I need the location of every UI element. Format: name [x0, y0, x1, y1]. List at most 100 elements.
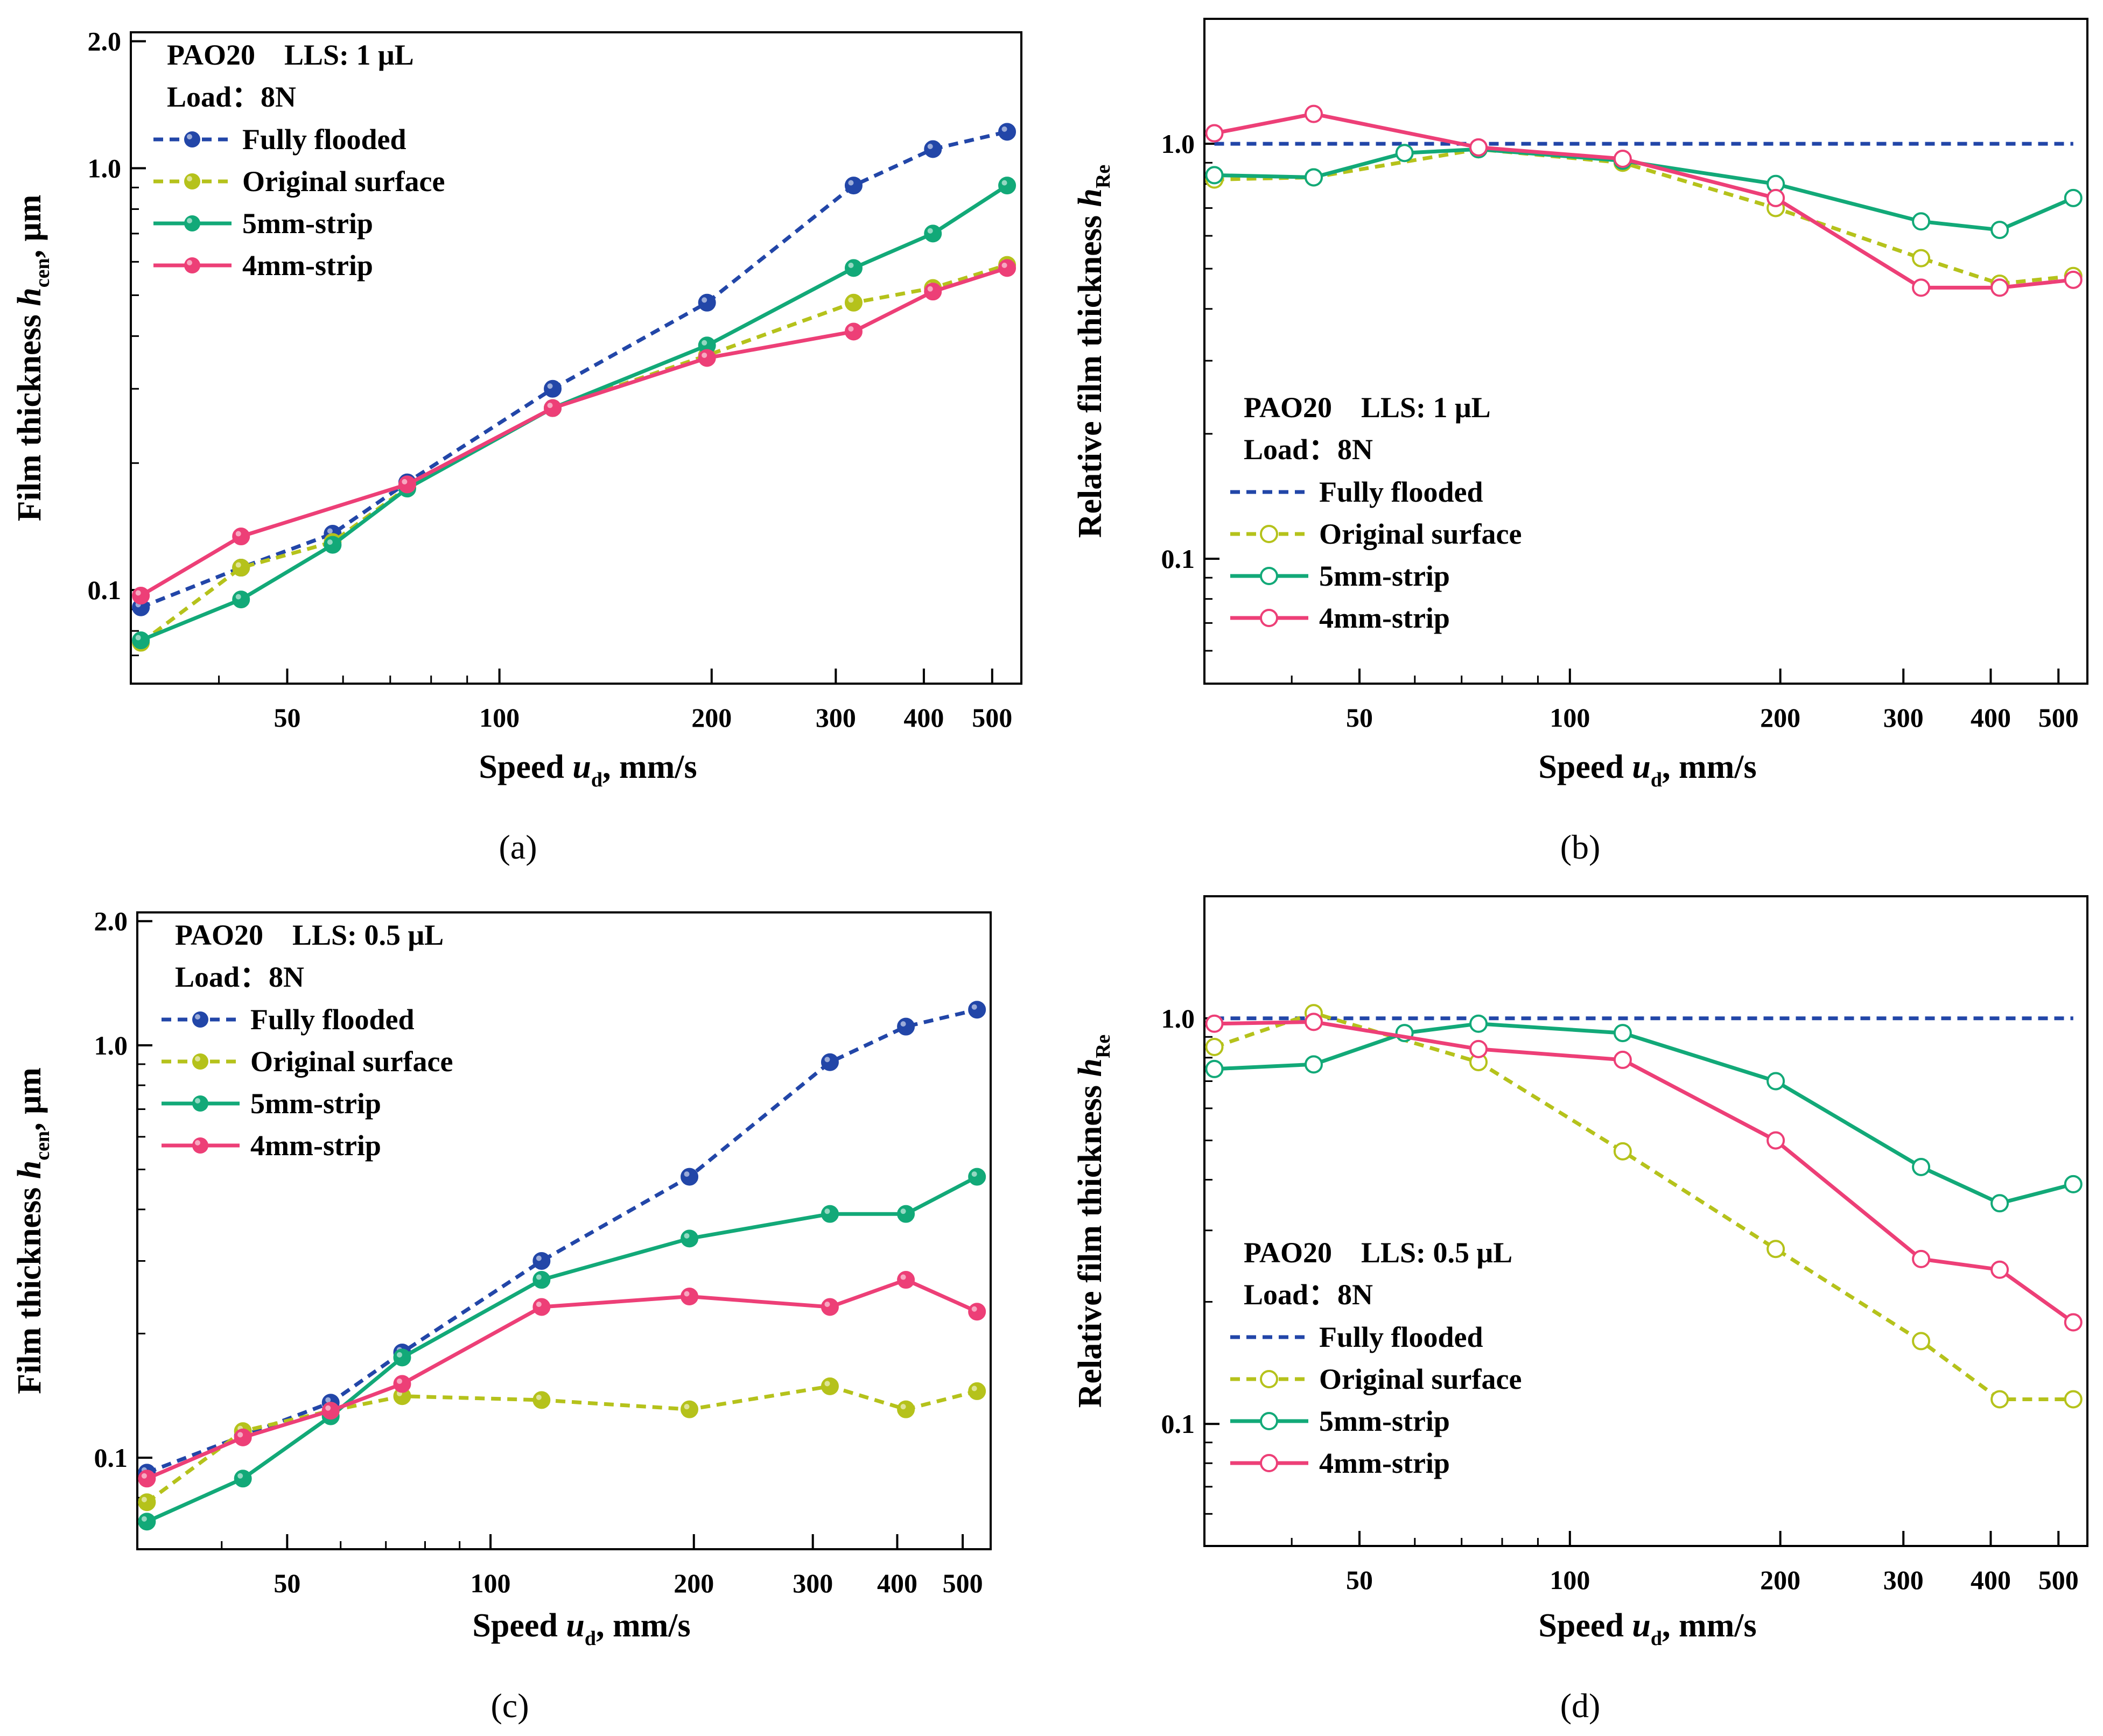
- data-point-highlight: [684, 1291, 690, 1297]
- data-point-highlight: [237, 1432, 243, 1438]
- data-point-highlight: [396, 1352, 402, 1358]
- data-point-highlight: [824, 1208, 830, 1214]
- data-point-highlight: [900, 1404, 906, 1410]
- data-point: [138, 1513, 156, 1531]
- data-point: [924, 283, 942, 301]
- legend-condition: PAO20 LLS: 1 μL: [1244, 391, 1491, 424]
- data-point: [821, 1205, 839, 1223]
- data-point: [998, 259, 1017, 277]
- data-point-highlight: [848, 262, 854, 268]
- legend-swatch-marker: [184, 173, 200, 189]
- data-point: [1205, 1059, 1224, 1078]
- data-point: [998, 123, 1017, 141]
- data-point: [132, 631, 150, 650]
- legend-label: 5mm-strip: [1319, 1405, 1450, 1437]
- legend-condition: PAO20 LLS: 0.5 μL: [175, 919, 444, 951]
- data-point: [2064, 270, 2083, 289]
- x-tick-label: 100: [1550, 1565, 1590, 1595]
- legend-swatch-highlight: [187, 134, 192, 139]
- y-tick-label: 1.0: [94, 1030, 128, 1060]
- y-tick-label: 2.0: [88, 26, 122, 57]
- data-point: [232, 559, 250, 577]
- data-point-highlight: [848, 297, 854, 303]
- x-tick-label: 200: [674, 1568, 714, 1598]
- data-point-highlight: [396, 1378, 402, 1384]
- data-point: [232, 528, 250, 546]
- legend-label: 4mm-strip: [1319, 1447, 1450, 1479]
- data-point: [1990, 221, 2009, 240]
- x-axis-title: Speed ud, mm/s: [479, 749, 697, 791]
- legend-load: Load：8N: [1244, 1278, 1373, 1311]
- data-point-highlight: [900, 1274, 906, 1280]
- data-point: [232, 591, 250, 609]
- data-point: [324, 536, 342, 554]
- data-point: [321, 1402, 340, 1420]
- data-point-highlight: [237, 1473, 243, 1479]
- x-tick-label: 500: [943, 1568, 983, 1598]
- data-point: [1990, 1194, 2009, 1213]
- data-point: [681, 1229, 699, 1248]
- legend-swatch-marker: [1260, 609, 1278, 627]
- data-point: [924, 140, 942, 158]
- legend-swatch-highlight: [187, 176, 192, 181]
- series-line: [1214, 147, 2074, 286]
- legend-swatch-highlight: [187, 218, 192, 223]
- data-point-highlight: [971, 1386, 977, 1391]
- data-point: [681, 1168, 699, 1186]
- plot-frame: [130, 31, 1022, 685]
- x-tick-label: 200: [1760, 1565, 1800, 1595]
- legend-swatch-highlight: [187, 260, 192, 265]
- series-line: [1214, 1020, 2074, 1324]
- data-point: [844, 177, 863, 195]
- data-point: [897, 1400, 915, 1418]
- data-point: [1990, 1390, 2009, 1409]
- panel-a: (a) 50 100 200 300 400 500 0.1 1.0 2.0 Speed ud, …: [11, 26, 1022, 866]
- data-point: [681, 1288, 699, 1306]
- legend-label: Original surface: [1319, 1363, 1522, 1395]
- data-point: [821, 1377, 839, 1395]
- plot-frame: [1203, 18, 2088, 685]
- data-point-highlight: [141, 1496, 147, 1502]
- legend: PAO20 LLS: 0.5 μL Load：8N Fully flooded Ori…: [162, 919, 453, 1162]
- x-tick-label: 50: [274, 702, 300, 733]
- series-line: [146, 1278, 978, 1481]
- panel-label-b: (b): [1560, 828, 1601, 866]
- data-point: [968, 1001, 986, 1019]
- data-point-highlight: [824, 1057, 830, 1063]
- x-axis-title: Speed ud, mm/s: [472, 1607, 690, 1650]
- data-point: [1304, 1055, 1323, 1074]
- series-line: [140, 130, 1008, 609]
- data-point: [1613, 149, 1632, 168]
- series-line: [1214, 1011, 2073, 1401]
- data-point: [2064, 1313, 2083, 1332]
- y-axis-title: Film thickness hcen, μm: [11, 195, 54, 522]
- x-tick-label: 400: [1971, 702, 2011, 733]
- data-point: [398, 475, 416, 494]
- legend: PAO20 LLS: 1 μL Load：8N Fully flooded Origi…: [1230, 391, 1522, 634]
- data-point: [1205, 166, 1224, 185]
- data-point-highlight: [971, 1306, 977, 1312]
- x-axis-title: Speed ud, mm/s: [1538, 749, 1756, 791]
- data-point-highlight: [141, 1516, 147, 1522]
- data-point-highlight: [536, 1274, 542, 1280]
- data-point: [897, 1205, 915, 1223]
- data-point-highlight: [325, 1397, 331, 1403]
- data-point-highlight: [927, 228, 933, 234]
- data-point-highlight: [702, 352, 707, 358]
- legend-swatch-marker: [1260, 1370, 1278, 1388]
- data-point: [532, 1298, 551, 1316]
- data-point: [138, 1470, 156, 1488]
- y-tick-label: 1.0: [1161, 1003, 1195, 1034]
- legend-condition: PAO20 LLS: 0.5 μL: [1244, 1236, 1512, 1269]
- data-point: [2064, 188, 2083, 207]
- data-point: [1613, 1142, 1632, 1161]
- series-line: [145, 1384, 978, 1504]
- panel-label-d: (d): [1560, 1686, 1601, 1725]
- x-tick-label: 300: [816, 702, 856, 733]
- legend-label: 5mm-strip: [250, 1087, 381, 1120]
- y-tick-label: 2.0: [94, 906, 128, 936]
- x-tick-label: 100: [1550, 702, 1590, 733]
- series-line: [139, 266, 1008, 598]
- data-point: [1613, 1024, 1632, 1043]
